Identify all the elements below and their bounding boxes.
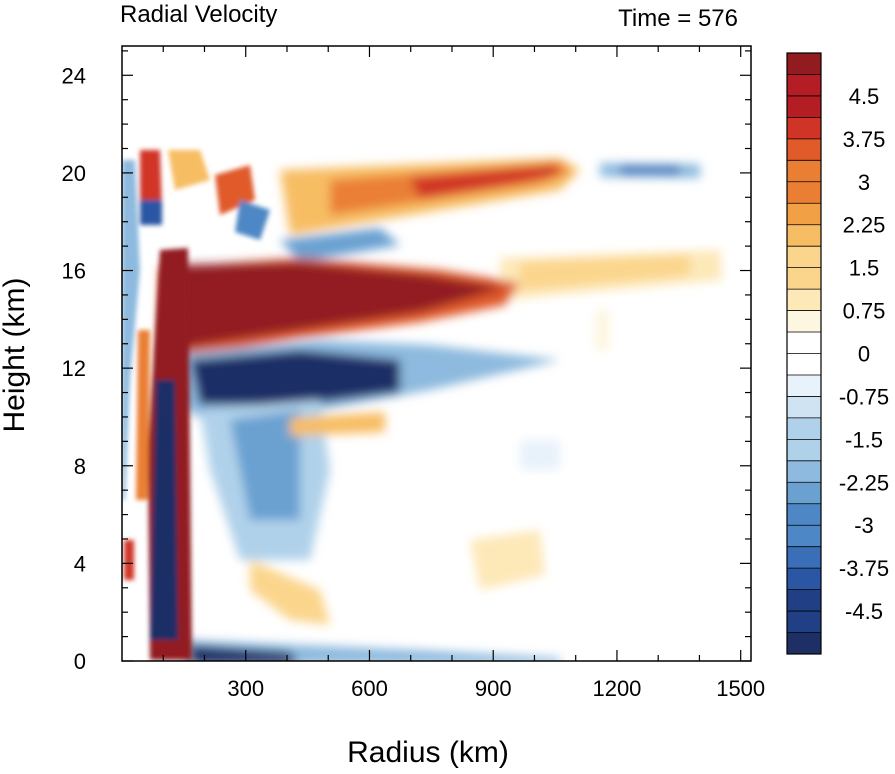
colorbar-label: -1.5 — [845, 427, 883, 452]
colorbar-bin — [787, 374, 821, 397]
eyewall-columns — [122, 150, 270, 660]
colorbar-label: -4.5 — [845, 599, 883, 624]
x-tick-label: 300 — [227, 676, 264, 701]
x-axis-label: Radius (km) — [347, 736, 509, 769]
plot-area — [122, 46, 751, 661]
colorbar-bin — [787, 224, 821, 247]
colorbar-bin — [787, 160, 821, 183]
colorbar-bin — [787, 439, 821, 462]
colorbar-bin — [787, 611, 821, 633]
colorbar-label: -2.25 — [839, 470, 889, 495]
colorbar-bin — [787, 117, 821, 140]
y-tick-label: 12 — [62, 356, 86, 381]
colorbar-bin — [787, 310, 821, 333]
colorbar-bin — [787, 95, 821, 118]
colorbar-bin — [787, 525, 821, 547]
y-tick-label: 16 — [62, 259, 86, 284]
colorbar-label: 3.75 — [843, 127, 886, 152]
x-tick-label: 1200 — [592, 676, 641, 701]
colorbar-bin — [787, 181, 821, 204]
y-tick-label: 20 — [62, 161, 86, 186]
y-tick-label: 4 — [74, 551, 86, 576]
colorbar-bin — [787, 460, 821, 483]
y-tick-label: 0 — [74, 649, 86, 674]
colorbar-bin — [787, 353, 821, 376]
x-tick-label: 900 — [475, 676, 512, 701]
colorbar-bin — [787, 289, 821, 311]
colorbar-bin — [787, 482, 821, 505]
plot-frame — [121, 45, 752, 662]
colorbar-frame — [786, 52, 822, 655]
y-tick-label: 24 — [62, 63, 86, 88]
colorbar-bin — [787, 332, 821, 354]
x-tick-label: 600 — [351, 676, 388, 701]
chart-title: Radial Velocity — [120, 1, 277, 28]
colorbar-bin — [787, 503, 821, 526]
colorbar-label: -0.75 — [839, 384, 889, 409]
colorbar-label: 4.5 — [849, 84, 880, 109]
colorbar-bin — [787, 396, 821, 419]
colorbar-bin — [787, 267, 821, 290]
colorbar-bin — [787, 138, 821, 161]
colorbar-label: 3 — [858, 170, 870, 195]
colorbar-label: -3.75 — [839, 556, 889, 581]
colorbar-bin — [787, 417, 821, 440]
heatmap-field — [160, 158, 722, 661]
colorbar-label: 0.75 — [843, 299, 886, 324]
colorbar-label: -3 — [854, 513, 874, 538]
colorbar-bin — [787, 568, 821, 590]
x-tick-label: 1500 — [716, 676, 765, 701]
colorbar-bin — [787, 589, 821, 612]
colorbar-bin — [787, 632, 821, 655]
colorbar-label: 0 — [858, 342, 870, 367]
colorbar-bin — [787, 546, 821, 569]
colorbar-label: 2.25 — [843, 213, 886, 238]
time-label: Time = 576 — [618, 5, 738, 32]
colorbar-bin — [787, 246, 821, 268]
colorbar-label: 1.5 — [849, 256, 880, 281]
colorbar-bin — [787, 74, 821, 97]
y-axis: 0 4 8 12 16 20 24 — [62, 50, 751, 674]
colorbar-bin — [787, 53, 821, 75]
colorbar: 4.5 3.75 3 2.25 1.5 0.75 0 -0.75 -1.5 -2.25 -3 -3.7… — [786, 52, 889, 655]
y-axis-label: Height (km) — [0, 277, 31, 432]
y-tick-label: 8 — [74, 454, 86, 479]
colorbar-bin — [787, 203, 821, 226]
x-axis: 300 600 900 1200 1500 — [162, 46, 765, 701]
